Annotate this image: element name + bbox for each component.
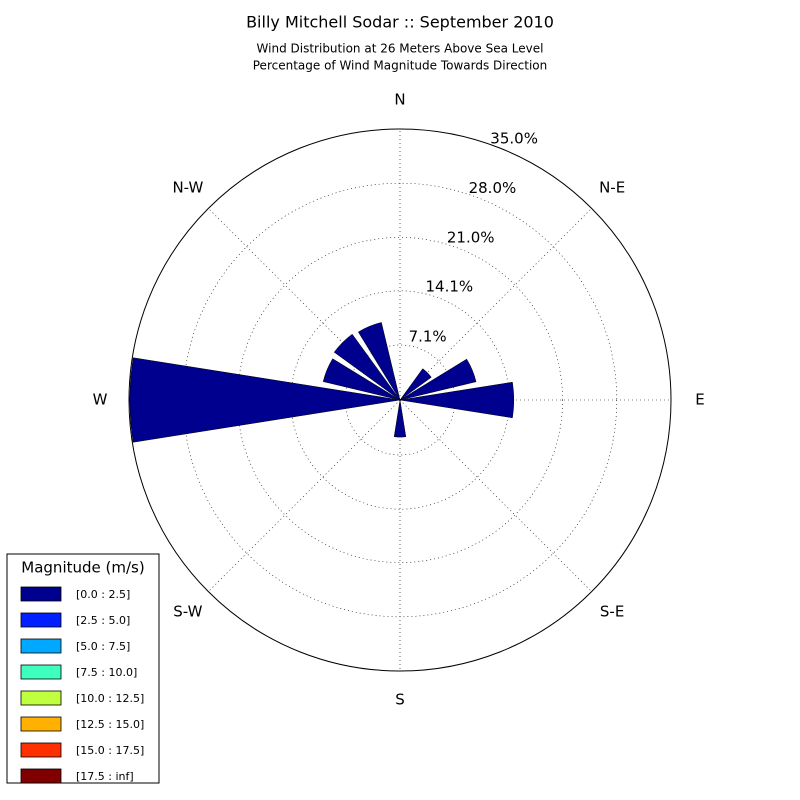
legend-label: [12.5 : 15.0] <box>76 718 144 731</box>
spoke <box>399 208 592 401</box>
spoke <box>208 399 401 592</box>
legend-label: [7.5 : 10.0] <box>76 666 137 679</box>
chart-subtitle: Percentage of Wind Magnitude Towards Dir… <box>253 59 547 73</box>
wedge <box>357 322 401 401</box>
wedge <box>393 399 407 438</box>
wedge <box>399 381 515 419</box>
radial-tick-label: 14.1% <box>425 278 473 296</box>
legend-swatch <box>20 638 62 654</box>
legend-swatch <box>20 664 62 680</box>
direction-label: N <box>394 91 405 109</box>
radial-tick-label: 7.1% <box>409 327 447 345</box>
legend-swatch <box>20 612 62 628</box>
direction-label: E <box>695 391 704 409</box>
legend-label: [2.5 : 5.0] <box>76 614 130 627</box>
chart-subtitle: Wind Distribution at 26 Meters Above Sea… <box>257 42 544 56</box>
direction-label: N-E <box>599 178 625 196</box>
legend-swatch <box>20 690 62 706</box>
chart-title: Billy Mitchell Sodar :: September 2010 <box>246 13 554 32</box>
radial-tick-label: 21.0% <box>447 229 495 247</box>
outer-ring <box>128 128 672 672</box>
legend-label: [17.5 : inf] <box>76 770 134 783</box>
direction-label: S-E <box>600 603 624 621</box>
direction-label: N-W <box>172 178 203 196</box>
legend-label: [5.0 : 7.5] <box>76 640 130 653</box>
radial-tick-label: 35.0% <box>490 129 538 147</box>
spoke <box>399 399 592 592</box>
grid-ring <box>237 237 563 563</box>
legend-label: [15.0 : 17.5] <box>76 744 144 757</box>
direction-label: S-W <box>173 603 202 621</box>
legend-label: [0.0 : 2.5] <box>76 588 130 601</box>
direction-label: W <box>93 391 108 409</box>
legend-swatch <box>20 742 62 758</box>
wedge <box>333 333 401 401</box>
direction-label: S <box>395 691 405 709</box>
legend-swatch <box>20 586 62 602</box>
radial-tick-label: 28.0% <box>469 179 517 197</box>
legend-swatch <box>20 768 62 784</box>
wedge <box>399 368 432 401</box>
legend-swatch <box>20 716 62 732</box>
wedge <box>129 357 401 443</box>
legend-label: [10.0 : 12.5] <box>76 692 144 705</box>
legend-title: Magnitude (m/s) <box>21 559 144 577</box>
